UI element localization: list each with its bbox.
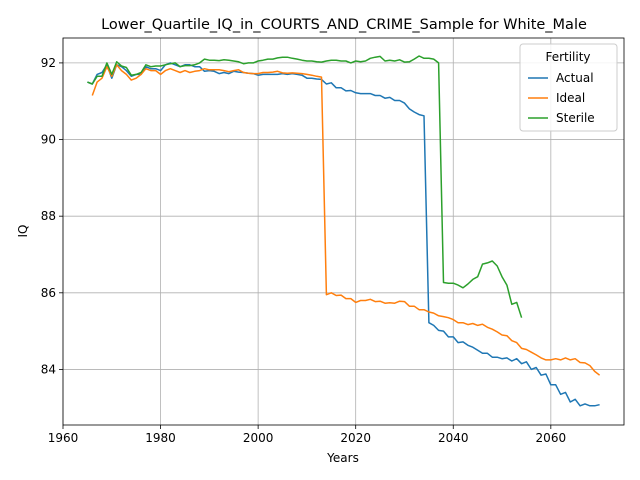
axis-ticks: 1960 1980 2000 2020 2040 2060 84 86 88 90 92	[41, 56, 566, 445]
legend-label-actual: Actual	[556, 71, 594, 85]
y-axis-label: IQ	[16, 225, 30, 238]
y-tick-label: 86	[41, 286, 56, 300]
legend-label-sterile: Sterile	[556, 111, 595, 125]
x-tick-label: 1980	[145, 431, 176, 445]
y-tick-label: 92	[41, 56, 56, 70]
plot-area	[87, 55, 601, 407]
plot-frame	[62, 37, 625, 426]
y-tick-label: 90	[41, 133, 56, 147]
x-tick-label: 2040	[438, 431, 469, 445]
x-tick-label: 2000	[243, 431, 274, 445]
x-tick-label: 2020	[340, 431, 371, 445]
series-line-sterile	[87, 55, 523, 318]
chart-title: Lower_Quartile_IQ_in_COURTS_AND_CRIME_Sa…	[101, 17, 587, 33]
legend-title: Fertility	[545, 50, 590, 64]
x-axis-label: Years	[326, 451, 359, 465]
legend-label-ideal: Ideal	[556, 91, 585, 105]
series-line-ideal	[91, 64, 601, 376]
y-tick-label: 84	[41, 362, 56, 376]
x-tick-label: 1960	[48, 431, 79, 445]
x-tick-label: 2060	[536, 431, 567, 445]
legend: Fertility Actual Ideal Sterile	[519, 43, 618, 132]
y-tick-label: 88	[41, 209, 56, 223]
legend-box	[519, 43, 618, 132]
